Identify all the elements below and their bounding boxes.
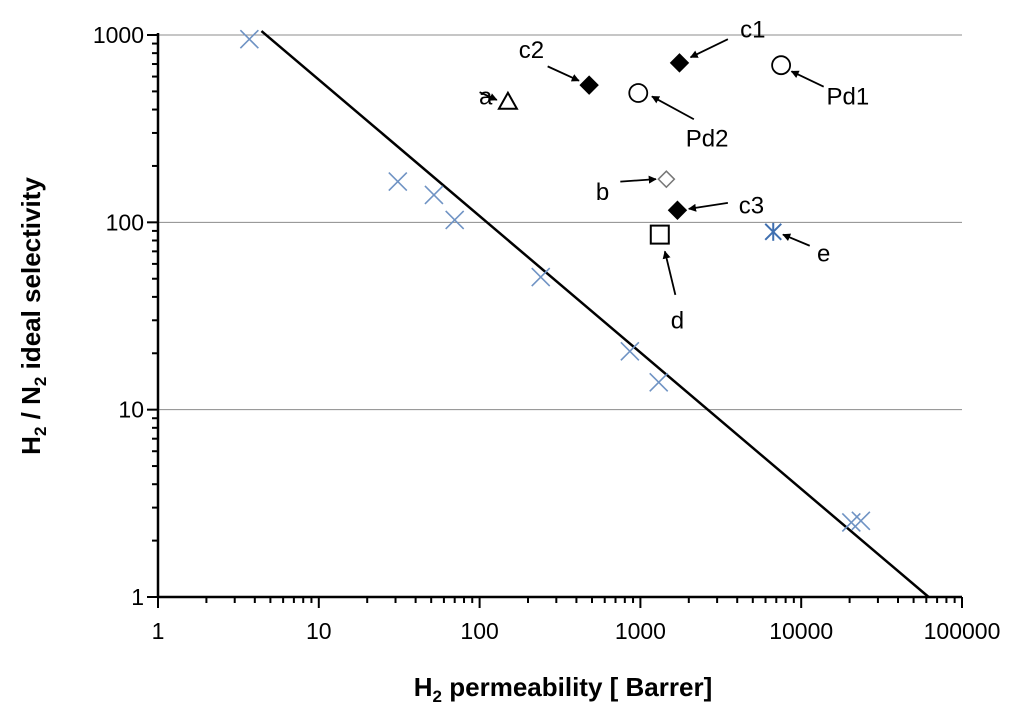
label-b: b [596,179,609,206]
marker-triangle [497,90,519,110]
marker-diamond-filled [669,53,690,73]
literature-point [388,172,408,192]
annotations: a b c1 c2 c3 d e Pd1 Pd2 [479,16,869,334]
y-tick-label-1000: 1000 [93,22,144,48]
literature-point-stroke [620,341,640,361]
label-e: e [817,241,830,268]
upper-bound-line [260,30,930,598]
point-Pd2 [628,83,649,103]
data-points [239,29,871,533]
arrow-e [782,233,811,247]
marker-circle [628,83,649,103]
y-tick-label-1: 1 [131,584,144,610]
label-Pd1: Pd1 [826,83,869,110]
point-c3 [667,200,688,220]
literature-point [445,210,465,230]
arrow-c2 [547,65,580,82]
arrow-Pd2 [651,95,695,121]
literature-point [841,512,861,533]
label-c3: c3 [739,192,764,219]
x-tick-label-100000: 100000 [924,618,1001,644]
point-e [764,222,782,241]
y-tick-label-100: 100 [106,209,144,235]
literature-point [620,341,640,361]
upper-bound-line-group [260,30,930,598]
label-Pd2: Pd2 [686,126,729,153]
x-tick-label-1: 1 [152,618,165,644]
literature-point-stroke [388,172,408,192]
axes: 1 10 100 1000 10000 100000 1 10 100 1000 [93,22,1001,644]
marker-diamond-filled [667,200,688,220]
x-tick-label-1000: 1000 [615,618,666,644]
arrow-Pd1 [790,70,825,88]
x-tick-label-10: 10 [306,618,332,644]
literature-point [649,372,669,392]
label-d: d [671,307,684,334]
arrow-b [620,175,657,184]
marker-diamond-filled [579,75,599,95]
point-c2 [579,75,599,95]
marker-circle [771,55,792,76]
literature-point-stroke [649,372,669,392]
point-b [657,170,676,189]
y-tick-label-10: 10 [118,397,144,423]
literature-point [851,511,871,531]
marker-square [649,224,670,245]
literature-point-stroke [851,511,871,531]
literature-point-stroke [531,267,551,287]
x-axis-title: H2 permeability [ Barrer] [414,672,712,706]
literature-point [531,267,551,287]
label-c2: c2 [519,37,544,64]
literature-point-stroke [424,185,444,205]
literature-point-stroke [239,29,259,49]
literature-point [239,29,259,49]
x-tick-label-100: 100 [460,618,498,644]
label-c1: c1 [740,16,765,43]
point-a [497,90,519,110]
arrow-d [662,250,677,296]
gridlines [158,34,962,411]
point-Pd1 [771,55,792,76]
arrow-a [479,91,498,101]
arrow-c1 [689,38,729,59]
point-d [649,224,670,245]
x-tick-label-10000: 10000 [769,618,833,644]
marker-diamond-open [657,170,676,189]
literature-point [424,185,444,205]
y-axis-title: H2 / N2 ideal selectivity [16,177,50,455]
arrow-c3 [688,201,729,212]
literature-point-stroke [445,210,465,230]
point-c1 [669,53,690,73]
label-a: a [479,83,493,110]
